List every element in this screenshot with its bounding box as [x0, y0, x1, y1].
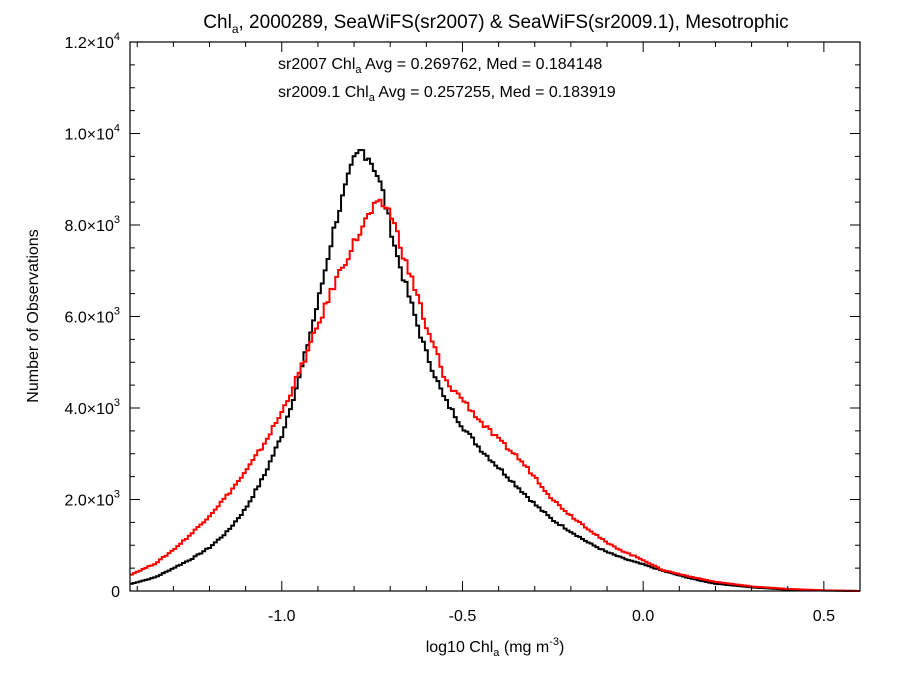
title-subscript: a	[232, 22, 239, 36]
series-line-0	[130, 148, 860, 592]
title-prefix: Chl	[203, 12, 232, 33]
x-tick-label: 0.5	[813, 608, 835, 625]
series-layer	[130, 148, 860, 592]
axis-ticks: -1.0 -0.5 0.0 0.5 0 2.0×103 4.0×103 6.0×103 8.0×…	[64, 31, 860, 625]
y-tick-label: 1.0×104	[64, 123, 120, 144]
annotations: sr2007 Chla Avg = 0.269762, Med = 0.1841…	[278, 56, 616, 104]
y-tick-label: 0	[111, 584, 120, 601]
chart-title: Chla, 2000289, SeaWiFS(sr2007) & SeaWiFS…	[203, 12, 788, 36]
x-tick-label: -0.5	[449, 608, 477, 625]
x-tick-label: 0.0	[632, 608, 654, 625]
x-axis-label: log10 Chla (mg m-3)	[426, 636, 565, 659]
y-tick-label: 4.0×103	[64, 397, 120, 418]
y-tick-label: 1.2×104	[64, 31, 120, 52]
y-tick-label: 8.0×103	[64, 214, 120, 235]
y-axis-label: Number of Observations	[25, 229, 42, 402]
annotation-sr2009: sr2009.1 Chla Avg = 0.257255, Med = 0.18…	[278, 84, 616, 104]
y-tick-label: 6.0×103	[64, 306, 120, 327]
x-tick-label: -1.0	[268, 608, 296, 625]
y-tick-label: 2.0×103	[64, 489, 120, 510]
annotation-sr2007: sr2007 Chla Avg = 0.269762, Med = 0.1841…	[278, 56, 602, 76]
title-rest: , 2000289, SeaWiFS(sr2007) & SeaWiFS(sr2…	[239, 12, 789, 33]
series-line-1	[130, 198, 860, 592]
plot-frame	[129, 41, 861, 592]
